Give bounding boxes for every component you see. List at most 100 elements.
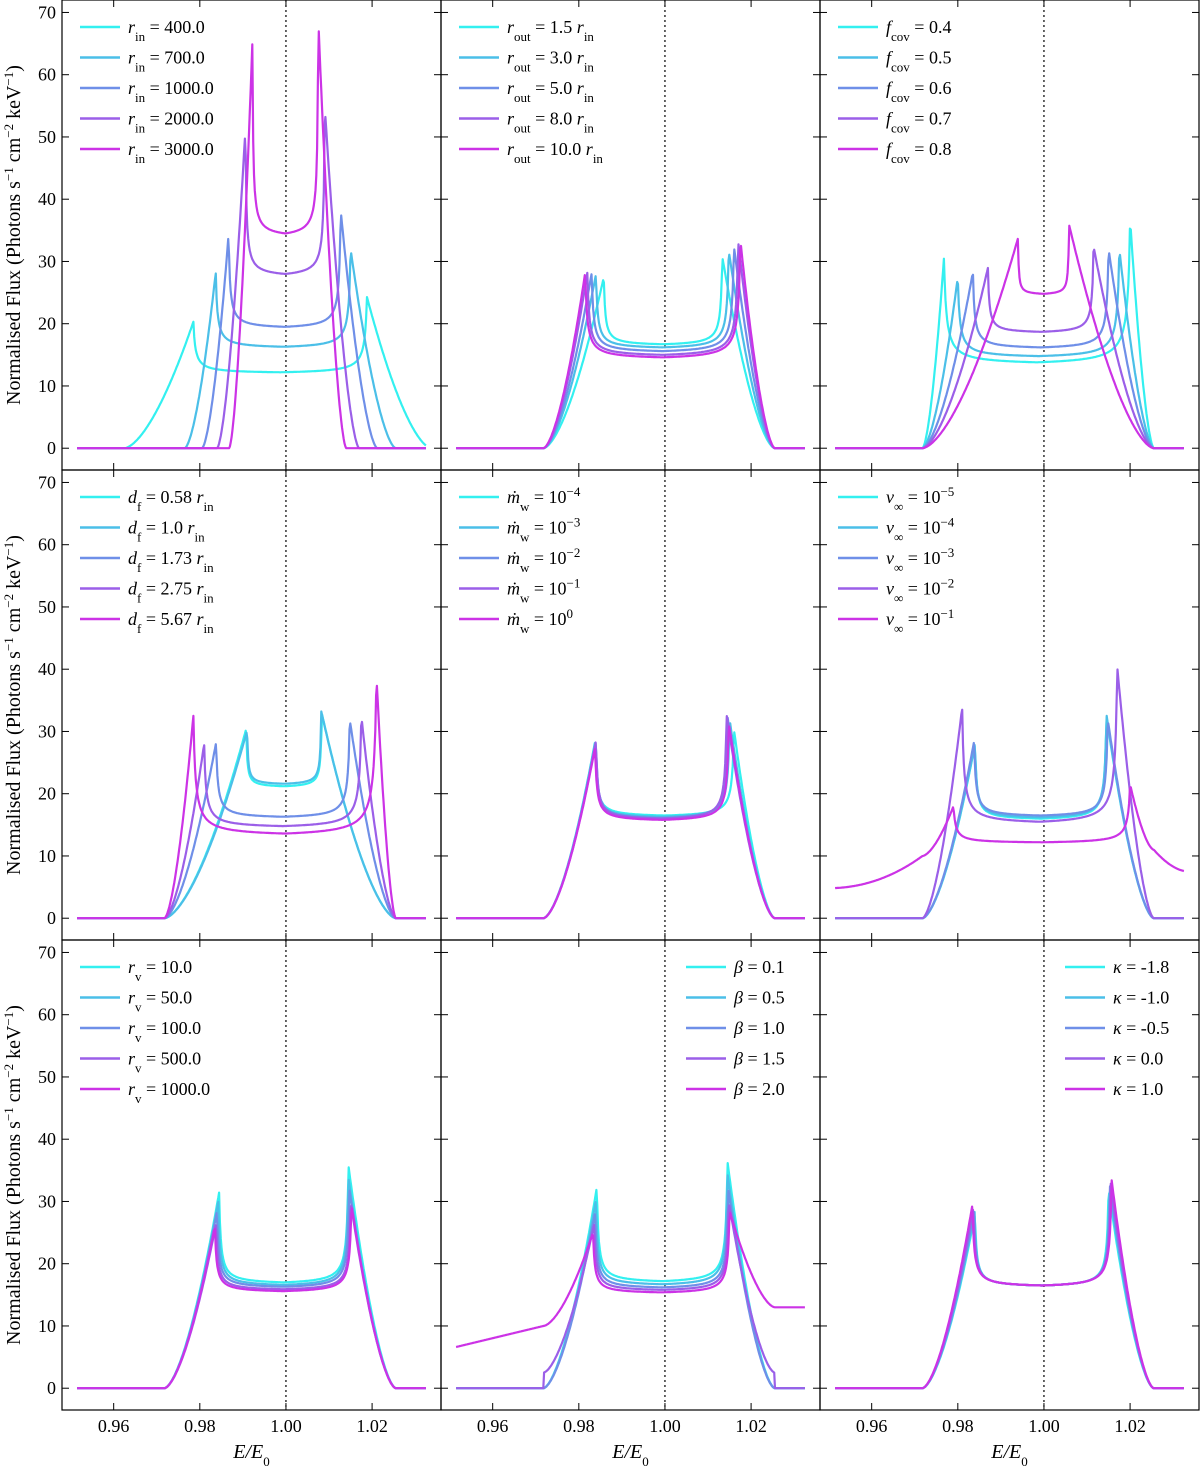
y-tick-label: 50 <box>38 1067 56 1087</box>
series-line-5 <box>76 1207 427 1390</box>
legend: κ = -1.8 κ = -1.0 κ = -0.5 κ = 0.0 κ = 1.0 <box>1065 957 1169 1099</box>
legend: v∞ = 10−5v∞ = 10−4v∞ = 10−3v∞ = 10−2v∞ =… <box>838 484 955 636</box>
y-tick-label: 40 <box>38 189 56 209</box>
legend-entry-label: rv = 10.0 <box>128 957 192 984</box>
series-line-2 <box>834 253 1185 450</box>
y-axis-label: Normalised Flux (Photons s−1 cm−2 keV−1) <box>1 1005 26 1345</box>
legend-entry-label: rout = 10.0 rin <box>507 139 603 166</box>
y-axis-label: Normalised Flux (Photons s−1 cm−2 keV−1) <box>1 535 26 875</box>
legend-entry-label: β = 0.1 <box>733 957 785 977</box>
y-tick-label: 60 <box>38 535 56 555</box>
panel-frame <box>440 0 821 471</box>
series-line-5 <box>455 1211 806 1349</box>
x-tick-label: 1.00 <box>270 1416 302 1436</box>
legend: rin = 400.0 rin = 700.0 rin = 1000.0 rin = … <box>80 17 214 166</box>
legend: β = 0.1 β = 0.5 β = 1.0 β = 1.5 β = 2.0 <box>686 957 785 1099</box>
y-tick-label: 50 <box>38 127 56 147</box>
panel-frame <box>61 469 442 941</box>
x-tick-label: 1.00 <box>1028 1416 1060 1436</box>
series-line-4 <box>455 715 806 920</box>
x-tick-label: 1.02 <box>356 1416 388 1436</box>
legend-entry-label: rv = 100.0 <box>128 1018 201 1045</box>
x-tick-label: 0.98 <box>563 1416 595 1436</box>
legend-entry-label: κ = 0.0 <box>1113 1049 1163 1069</box>
legend-entry-label: fcov = 0.5 <box>886 48 951 75</box>
legend-entry-label: fcov = 0.6 <box>886 78 951 105</box>
legend-entry-label: β = 1.5 <box>733 1049 785 1069</box>
legend-entry-label: β = 0.5 <box>733 988 785 1008</box>
legend-entry-label: ṁw = 100 <box>507 606 573 636</box>
y-tick-label: 30 <box>38 251 56 271</box>
panel-4: 0 10 20 30 40 50 60 70 df = 0.58 rin df = 1.0 rin… <box>1 469 442 941</box>
panel-frame <box>61 939 442 1411</box>
y-tick-label: 70 <box>38 2 56 22</box>
legend-entry-label: ṁw = 10−4 <box>507 484 581 514</box>
y-tick-label: 20 <box>38 314 56 334</box>
series-group <box>76 684 427 920</box>
legend-entry-label: fcov = 0.7 <box>886 109 951 136</box>
legend-entry-label: rout = 1.5 rin <box>507 17 594 44</box>
y-axis-label: Normalised Flux (Photons s−1 cm−2 keV−1) <box>1 65 26 405</box>
series-line-1 <box>76 296 427 450</box>
legend: rout = 1.5 rin rout = 3.0 rin rout = 5.0 r… <box>459 17 603 166</box>
y-tick-label: 60 <box>38 1005 56 1025</box>
series-group <box>76 1166 427 1390</box>
series-line-5 <box>455 725 806 920</box>
series-line-3 <box>834 1185 1185 1390</box>
x-tick-label: 1.00 <box>649 1416 681 1436</box>
series-line-4 <box>76 1204 427 1390</box>
series-group <box>76 30 427 450</box>
x-tick-label: 0.98 <box>942 1416 974 1436</box>
y-tick-label: 0 <box>47 1378 56 1398</box>
series-line-2 <box>76 252 427 450</box>
x-tick-label: 1.02 <box>735 1416 767 1436</box>
panel-7: 0.96 0.98 1.00 1.02 0 10 20 30 40 50 60 70 rv = 10.0… <box>1 939 442 1467</box>
series-group <box>834 668 1185 920</box>
legend: df = 0.58 rin df = 1.0 rin df = 1.73 rin df… <box>80 487 214 636</box>
legend-entry-label: κ = -0.5 <box>1113 1018 1169 1038</box>
legend-entry-label: df = 2.75 rin <box>128 579 214 606</box>
legend-entry-label: rin = 2000.0 <box>128 109 214 136</box>
series-line-5 <box>76 684 427 920</box>
series-group <box>455 243 806 450</box>
x-tick-label: 1.02 <box>1114 1416 1146 1436</box>
x-axis-label: E/E0 <box>990 1441 1028 1467</box>
legend-entry-label: ṁw = 10−3 <box>507 514 580 544</box>
panel-5: ṁw = 10−4ṁw = 10−3ṁw = 10−2ṁw = 10−1ṁw =… <box>440 469 821 941</box>
y-tick-label: 60 <box>38 65 56 85</box>
series-group <box>834 224 1185 450</box>
legend-entry-label: rin = 1000.0 <box>128 78 214 105</box>
legend: ṁw = 10−4ṁw = 10−3ṁw = 10−2ṁw = 10−1ṁw =… <box>459 484 581 636</box>
x-tick-label: 0.96 <box>477 1416 509 1436</box>
series-line-4 <box>834 668 1185 920</box>
legend-entry-label: rv = 50.0 <box>128 988 192 1015</box>
legend-entry-label: df = 1.0 rin <box>128 518 205 545</box>
panel-9: 0.96 0.98 1.00 1.02 κ = -1.8 κ = -1.0 κ = -0.5… <box>819 939 1200 1467</box>
y-tick-label: 30 <box>38 1191 56 1211</box>
panel-3: fcov = 0.4 fcov = 0.5 fcov = 0.6 fcov = 0.7… <box>819 0 1200 471</box>
panel-6: v∞ = 10−5v∞ = 10−4v∞ = 10−3v∞ = 10−2v∞ =… <box>819 469 1200 941</box>
panel-2: rout = 1.5 rin rout = 3.0 rin rout = 5.0 r… <box>440 0 821 471</box>
y-tick-label: 30 <box>38 721 56 741</box>
x-tick-label: 0.96 <box>856 1416 888 1436</box>
y-tick-label: 10 <box>38 1316 56 1336</box>
series-line-1 <box>834 227 1185 450</box>
panel-frame <box>440 939 821 1411</box>
panel-frame <box>819 0 1200 471</box>
x-axis-label: E/E0 <box>611 1441 649 1467</box>
legend-entry-label: v∞ = 10−2 <box>886 575 954 605</box>
legend-entry-label: β = 1.0 <box>733 1018 785 1038</box>
y-tick-label: 40 <box>38 659 56 679</box>
legend-entry-label: rout = 8.0 rin <box>507 109 594 136</box>
series-line-4 <box>455 1204 806 1390</box>
y-tick-label: 70 <box>38 472 56 492</box>
series-line-5 <box>455 244 806 450</box>
series-line-1 <box>834 1192 1185 1390</box>
y-tick-label: 20 <box>38 1254 56 1274</box>
x-tick-label: 0.98 <box>184 1416 216 1436</box>
x-axis-label: E/E0 <box>232 1441 270 1467</box>
y-tick-label: 0 <box>47 908 56 928</box>
legend-entry-label: v∞ = 10−3 <box>886 545 954 575</box>
series-line-2 <box>455 1174 806 1390</box>
